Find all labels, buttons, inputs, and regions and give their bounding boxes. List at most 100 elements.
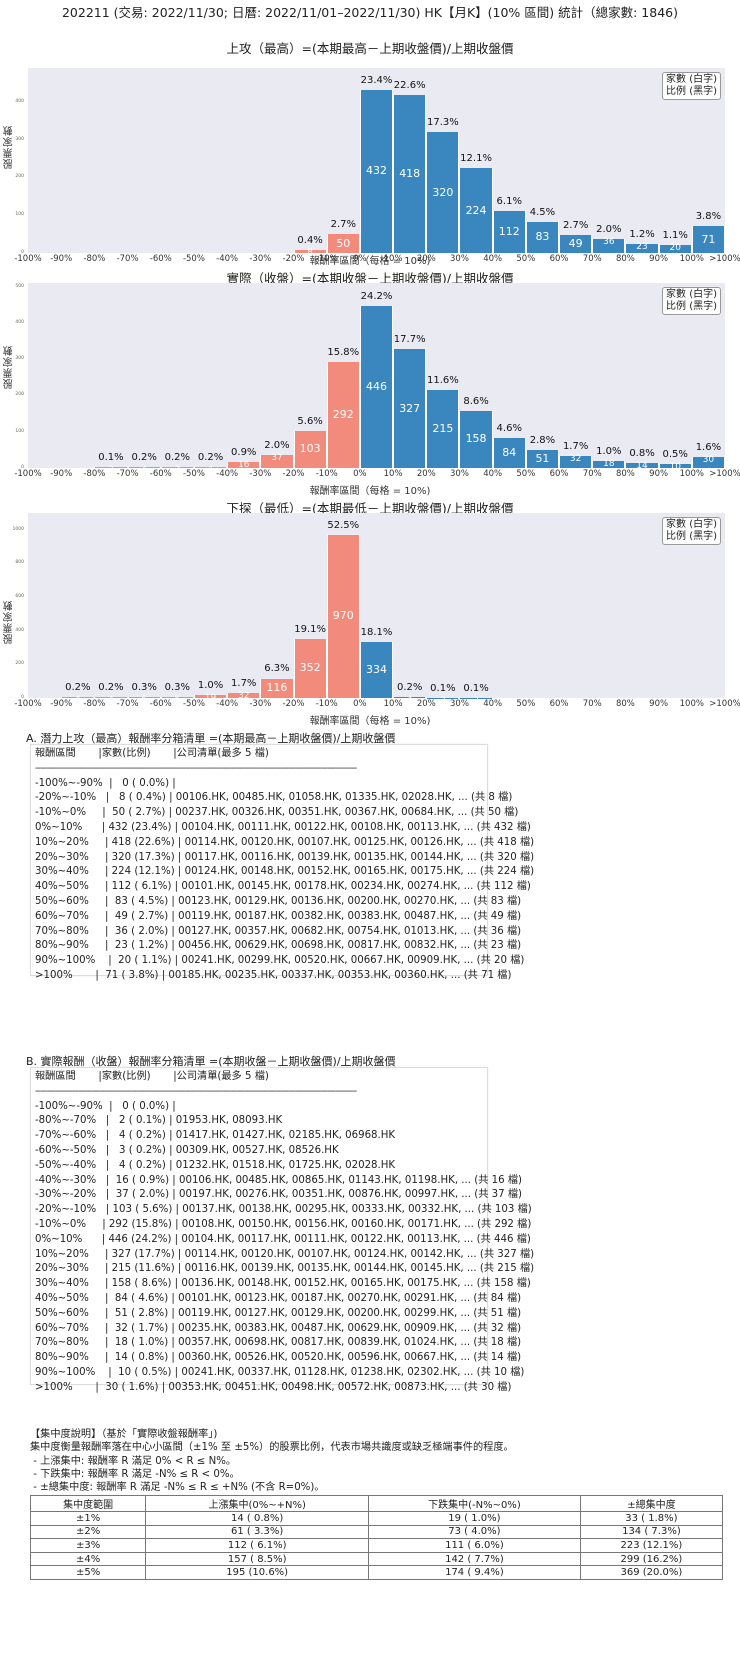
list-item: 70%~80% | 18 ( 1.0%) | 00357.HK, 00698.H…	[35, 1337, 522, 1349]
x-tick-label: -10%	[315, 254, 338, 264]
x-tick-label: 100%	[679, 254, 704, 264]
histogram-bar: 23	[625, 242, 659, 253]
bar-percent-label: 2.7%	[562, 219, 589, 231]
bar-percent-label: 0.5%	[662, 449, 688, 461]
bar-count-label: 36	[603, 237, 615, 248]
histogram-bar: 36	[592, 237, 626, 253]
bar-percent-label: 17.7%	[393, 334, 426, 346]
x-tick-label: 10%	[383, 469, 403, 479]
x-tick-label: 60%	[549, 699, 569, 709]
histogram-bar: 50	[326, 234, 360, 253]
chart-title: 下探（最低）=(本期最低－上期收盤價)/上期收盤價	[226, 501, 514, 516]
x-tick-label: -70%	[116, 469, 139, 479]
table-cell: 33 ( 1.8%)	[579, 1511, 724, 1526]
histogram-bar: 32	[227, 690, 261, 701]
x-tick-label: -90%	[50, 469, 73, 479]
x-tick-label: 40%	[483, 254, 503, 264]
x-tick-label: -30%	[249, 254, 272, 264]
table-row: ±2% 61 ( 3.3%) 73 ( 4.0%) 134 ( 7.3%)	[29, 1524, 724, 1540]
table-row: ±5% 195 (10.6%) 174 ( 9.4%) 369 (20.0%)	[29, 1565, 724, 1580]
bar-count-label: 32	[238, 690, 250, 701]
histogram-bar: 327	[393, 349, 427, 468]
table-cell: 61 ( 3.3%)	[145, 1524, 369, 1540]
bar-percent-label: 1.1%	[662, 230, 688, 242]
histogram-bar: 418	[393, 95, 427, 253]
bar-percent-label: 0.2%	[65, 682, 91, 694]
column-header: 上漲集中(0%~+N%)	[145, 1495, 369, 1512]
x-tick-label: 90%	[649, 469, 669, 479]
histogram-bar: 19	[193, 693, 228, 703]
bar-count-label: 432	[365, 164, 387, 178]
bar-percent-label: 0.1%	[463, 682, 489, 694]
histogram-bar: 103	[293, 430, 327, 468]
x-tick-label: 20%	[416, 699, 436, 709]
column-header: 下跌集中(-N%~0%)	[368, 1495, 581, 1512]
bar-count-label: 5	[174, 695, 181, 706]
x-tick-label: 70%	[582, 254, 602, 264]
x-tick-label: 40%	[483, 699, 503, 709]
x-tick-label: >100%	[709, 254, 740, 264]
bar-count-label: 50	[336, 236, 351, 250]
list-item: 70%~80% | 36 ( 2.0%) | 00127.HK, 00357.H…	[35, 925, 522, 937]
bar-percent-label: 3.8%	[695, 211, 722, 223]
histogram-bar: 446	[359, 306, 394, 468]
x-tick-label: 50%	[516, 699, 536, 709]
bar-percent-label: 23.4%	[360, 74, 393, 86]
y-tick-label: 0	[21, 250, 24, 255]
bar-percent-label: 6.3%	[264, 663, 290, 675]
histogram-bar: 5	[127, 695, 161, 705]
histogram-bar: 5	[160, 695, 194, 705]
table-row: ±1% 14 ( 0.8%) 19 ( 1.0%) 33 ( 1.8%)	[29, 1511, 724, 1526]
y-tick-label: 100	[15, 212, 24, 218]
histogram-bar: 10	[658, 462, 692, 472]
table-cell: 299 (16.2%)	[579, 1551, 724, 1567]
bar-percent-label: 52.5%	[327, 519, 360, 531]
histogram-bar: 3	[160, 465, 194, 475]
table-cell: 195 (10.6%)	[145, 1565, 369, 1580]
x-tick-label: 0%	[353, 469, 367, 479]
bar-percent-label: 1.0%	[197, 679, 224, 691]
table-cell: 369 (20.0%)	[579, 1565, 724, 1580]
list-separator: ----------------------------------------…	[35, 1085, 357, 1097]
x-tick-label: 50%	[516, 469, 536, 479]
histogram-bar: 320	[426, 132, 460, 253]
concentration-bullet: - 上漲集中: 報酬率 R 滿足 0% < R ≤ N%。	[30, 1455, 237, 1467]
x-tick-label: -100%	[14, 469, 42, 479]
bar-count-label: 16	[238, 460, 250, 471]
histogram-bar: 18	[592, 459, 626, 469]
x-tick-label: -40%	[216, 469, 239, 479]
list-item: -100%~-90% | 0 ( 0.0%) |	[35, 1100, 176, 1112]
bar-count-label: 2	[440, 695, 446, 706]
bar-percent-label: 5.6%	[297, 415, 323, 427]
list-item: 90%~100% | 10 ( 0.5%) | 00241.HK, 00337.…	[35, 1366, 525, 1378]
x-tick-label: -50%	[182, 469, 205, 479]
bar-count-label: 418	[399, 167, 421, 181]
x-tick-label: -80%	[83, 469, 106, 479]
x-tick-label: 10%	[383, 699, 403, 709]
bar-percent-label: 15.8%	[327, 347, 360, 359]
bar-percent-label: 22.6%	[393, 80, 426, 92]
list-item: >100% | 30 ( 1.6%) | 00353.HK, 00451.HK,…	[35, 1381, 512, 1393]
bar-count-label: 32	[569, 454, 582, 465]
table-cell: 19 ( 1.0%)	[368, 1511, 581, 1526]
x-tick-label: >100%	[709, 469, 740, 479]
bar-count-label: 20	[669, 243, 681, 254]
x-tick-label: -50%	[182, 699, 205, 709]
x-tick-label: 70%	[582, 699, 602, 709]
y-axis-label: 股票家數	[4, 600, 15, 644]
bar-count-label: 8	[307, 247, 313, 258]
x-tick-label: 30%	[450, 469, 469, 479]
legend-count-label: 家數 (白字)	[666, 74, 717, 85]
list-item: -70%~-60% | 4 ( 0.2%) | 01417.HK, 01427.…	[35, 1130, 396, 1142]
chart-close: 實際（收盤）=(本期收盤－上期收盤價)/上期收盤價 股票家數 家數 (白字) 比…	[0, 0, 740, 500]
bar-count-label: 51	[535, 451, 550, 465]
bar-percent-label: 0.9%	[231, 447, 257, 459]
bar-count-label: 3	[174, 464, 181, 475]
x-tick-label: >100%	[709, 699, 740, 709]
list-item: -60%~-50% | 3 ( 0.2%) | 00309.HK, 00527.…	[35, 1144, 339, 1156]
bar-count-label: 19	[204, 692, 217, 703]
x-tick-label: 80%	[615, 699, 635, 709]
concentration-bullet: - ±總集中度: 報酬率 R 滿足 -N% ≤ R ≤ +N% (不含 R=0%…	[30, 1482, 325, 1494]
table-cell: 112 ( 6.1%)	[145, 1538, 369, 1553]
bar-percent-label: 24.2%	[360, 291, 393, 303]
